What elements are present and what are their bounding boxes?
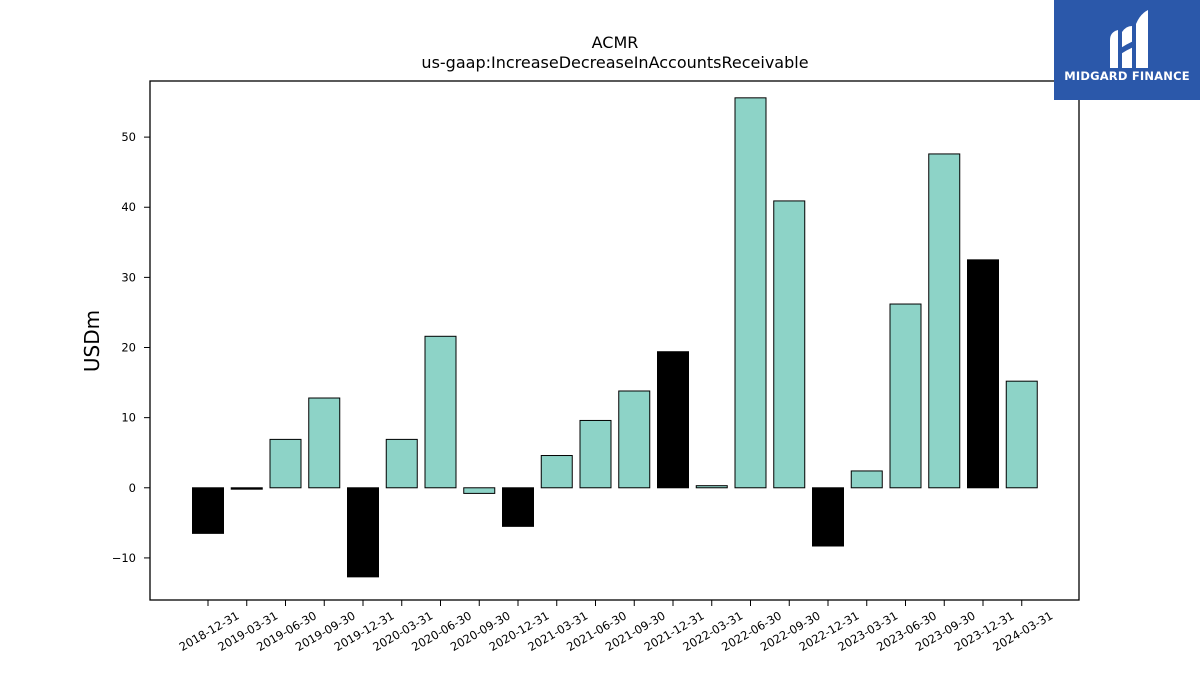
bar-2019-06-30 [269,438,302,489]
brand-logo: MIDGARD FINANCE [1054,0,1200,100]
y-tick-label: −10 [112,551,136,565]
bar-2023-12-31 [967,259,999,489]
chart-title: ACMR [592,33,639,52]
bar-2018-12-31 [192,487,224,534]
bar-2020-03-31 [385,438,418,489]
bar-2021-06-30 [579,419,612,489]
y-tick-label: 50 [121,130,136,144]
bar-2023-09-30 [928,153,961,489]
x-axis-ticks: 2018-12-312019-03-312019-06-302019-09-30… [177,600,1055,654]
y-tick-label: 20 [121,341,136,355]
bars-group [192,97,1038,578]
plot-frame [149,80,1080,601]
bar-2019-09-30 [308,397,341,489]
bar-2021-09-30 [618,390,651,489]
bar-2023-03-31 [850,470,883,489]
bar-2023-06-30 [889,303,922,489]
bar-2022-06-30 [734,97,767,489]
bar-2020-09-30 [463,487,496,494]
y-tick-label: 10 [121,411,136,425]
bar-2019-12-31 [347,487,379,578]
y-tick-label: 40 [121,200,136,214]
bar-2022-03-31 [695,485,728,489]
logo-text: MIDGARD FINANCE [1064,69,1190,83]
y-tick-label: 30 [121,270,136,284]
bar-2024-03-31 [1005,380,1038,489]
bar-2020-06-30 [424,335,457,489]
bar-2020-12-31 [502,487,534,527]
y-axis-label: USDm [80,310,104,372]
bar-2021-12-31 [657,351,689,489]
bar-2022-09-30 [773,200,806,489]
y-tick-label: 0 [129,481,136,495]
y-axis-ticks: −10 0 10 20 30 40 50 [112,130,150,565]
bar-2021-03-31 [540,455,573,489]
bar-2019-03-31 [230,487,263,490]
chart-subtitle: us-gaap:IncreaseDecreaseInAccountsReceiv… [421,53,808,72]
logo-mark-icon [1110,10,1148,68]
bar-2022-12-31 [812,487,844,547]
